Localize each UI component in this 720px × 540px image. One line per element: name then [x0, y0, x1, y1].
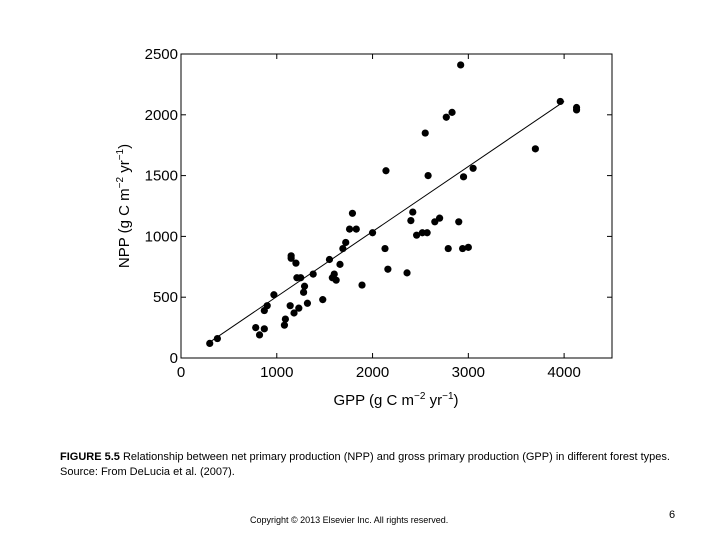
scatter-chart: 0 1000 2000 3000 4000 0 500 1000 1500 2000 2500 GP… [115, 46, 613, 409]
data-point [292, 259, 300, 267]
data-point [368, 229, 377, 237]
x-tick-label: 3000 [452, 364, 485, 381]
data-point [260, 325, 268, 333]
data-point [345, 225, 354, 233]
data-point [464, 243, 472, 251]
data-point [252, 324, 260, 332]
data-point [469, 164, 477, 172]
data-point [421, 129, 429, 137]
y-tick-label: 2000 [145, 107, 178, 124]
x-tick-label: 0 [177, 364, 185, 381]
y-tick-label: 500 [153, 289, 178, 306]
data-point [384, 265, 392, 273]
figure-label: FIGURE 5.5 [60, 451, 120, 463]
data-point [336, 260, 344, 268]
regression-line [208, 101, 565, 344]
y-tick-label: 1500 [145, 168, 178, 185]
data-point [457, 61, 465, 69]
data-point [455, 218, 463, 226]
data-point [263, 302, 271, 310]
y-axis-title: NPP (g C m−2 yr−1) [115, 144, 133, 268]
x-tick-label: 4000 [547, 364, 580, 381]
data-point [381, 244, 389, 253]
ticks-layer: 0 1000 2000 3000 4000 0 500 1000 1500 2000 2500 [145, 46, 612, 381]
data-point [280, 321, 289, 329]
page-number: 6 [669, 509, 676, 521]
data-point [281, 315, 289, 323]
data-point [339, 244, 347, 253]
data-point [319, 296, 327, 304]
data-point [409, 208, 417, 216]
data-point [531, 145, 539, 153]
data-point [270, 291, 278, 299]
caption-text: Relationship between net primary product… [60, 451, 670, 478]
x-axis-title: GPP (g C m−2 yr−1) [333, 391, 458, 409]
data-point [297, 274, 305, 282]
data-point [286, 302, 294, 310]
data-point [325, 255, 334, 264]
data-point [444, 244, 452, 253]
data-points [206, 61, 581, 348]
data-point [382, 167, 390, 175]
y-tick-label: 1000 [145, 228, 178, 245]
data-point [459, 173, 468, 181]
data-point [287, 252, 295, 260]
data-point [255, 331, 264, 339]
data-point [436, 214, 444, 222]
data-point [342, 238, 350, 247]
data-point [206, 339, 214, 348]
data-point [348, 209, 357, 217]
data-point [413, 231, 421, 239]
data-point [424, 172, 432, 180]
data-point [299, 288, 308, 296]
data-point [290, 309, 298, 317]
copyright-notice: Copyright © 2013 Elsevier Inc. All right… [250, 515, 449, 525]
plot-frame [180, 53, 613, 359]
data-point [448, 108, 456, 116]
data-point [332, 276, 340, 284]
data-point [556, 97, 564, 106]
data-point [213, 334, 221, 343]
data-point [442, 113, 450, 121]
data-point [309, 270, 317, 278]
figure-caption: FIGURE 5.5 Relationship between net prim… [60, 450, 670, 480]
data-point [407, 216, 415, 225]
y-tick-label: 2500 [145, 46, 178, 63]
data-point [358, 281, 366, 289]
x-tick-label: 1000 [260, 364, 293, 381]
data-point [572, 106, 581, 114]
data-point [295, 304, 303, 312]
data-point [458, 244, 467, 253]
data-point [300, 282, 309, 290]
data-point [303, 299, 312, 307]
y-tick-label: 0 [170, 350, 178, 367]
data-point [423, 229, 431, 237]
data-point [330, 270, 338, 278]
data-point [352, 225, 360, 233]
x-tick-label: 2000 [356, 364, 389, 381]
data-point [403, 269, 411, 277]
